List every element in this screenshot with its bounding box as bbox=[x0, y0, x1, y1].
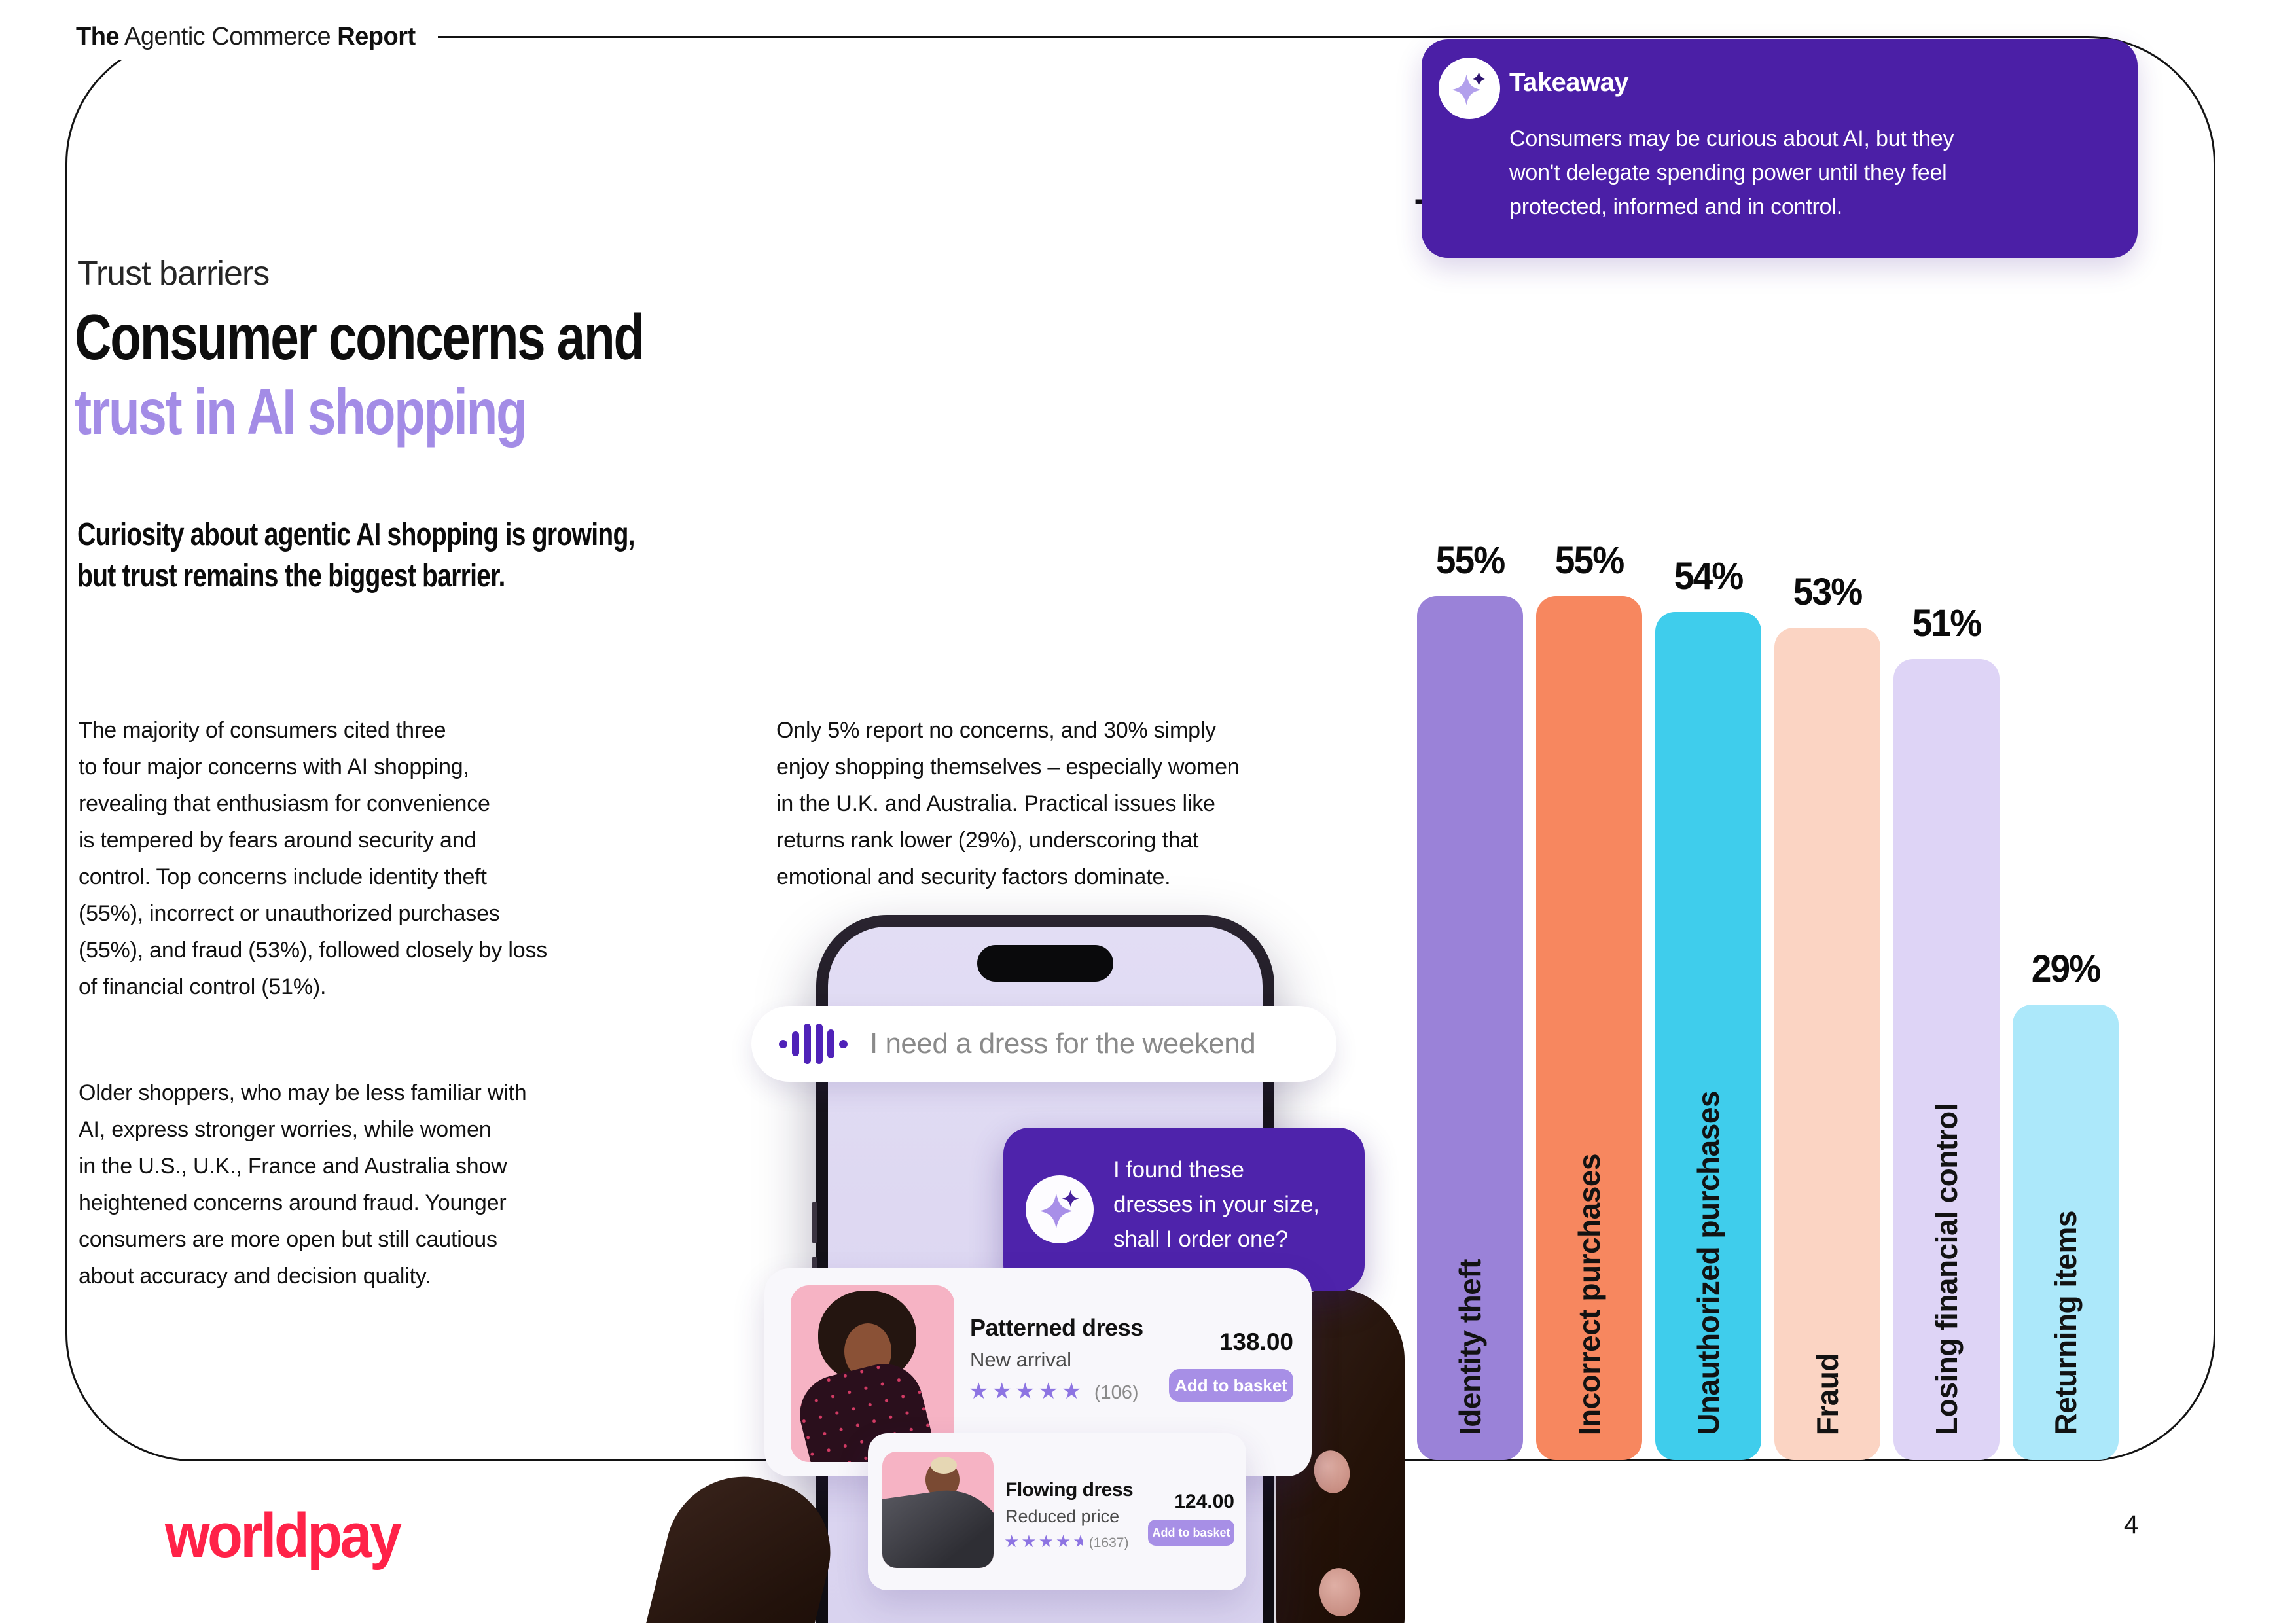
voice-query-text: I need a dress for the weekend bbox=[870, 1027, 1256, 1060]
body-paragraph: Older shoppers, who may be less familiar… bbox=[79, 1080, 527, 1289]
page-subtitle: Curiosity about agentic AI shopping is g… bbox=[77, 517, 635, 594]
star-icons: ★★★★★ bbox=[969, 1379, 1085, 1404]
half-star-icon: ★ bbox=[1073, 1531, 1082, 1552]
chart-bar-label: Identity theft bbox=[1453, 1259, 1487, 1435]
section-eyebrow: Trust barriers bbox=[77, 255, 270, 293]
takeaway-text: Consumers may be curious about AI, but t… bbox=[1509, 126, 1954, 219]
ai-reply-bubble: I found these dresses in your size, shal… bbox=[1003, 1128, 1365, 1291]
report-header-title: The Agentic Commerce Report bbox=[76, 20, 438, 60]
chart-bar-label: Incorrect purchases bbox=[1572, 1153, 1606, 1435]
chart-bar-value: 55% bbox=[1435, 539, 1505, 582]
report-title-the: The bbox=[76, 23, 120, 50]
body-paragraph: The majority of consumers cited three to… bbox=[79, 718, 548, 999]
chart-bar-value: 29% bbox=[2031, 948, 2101, 990]
waveform-icon bbox=[779, 1024, 848, 1064]
chart-bar-label: Unauthorized purchases bbox=[1691, 1091, 1725, 1435]
worldpay-logo: worldpay bbox=[165, 1501, 402, 1571]
product-rating: ★★★★★ (1637) bbox=[1004, 1531, 1128, 1552]
fingernail bbox=[1316, 1565, 1363, 1619]
chart-bar: Returning items bbox=[2013, 1005, 2119, 1460]
product-name: Flowing dress bbox=[1005, 1479, 1134, 1501]
phone-dynamic-island bbox=[977, 945, 1113, 982]
page-title-line1: Consumer concerns and bbox=[75, 301, 645, 373]
product-rating: ★★★★★ (106) bbox=[969, 1378, 1139, 1404]
review-count: (1637) bbox=[1088, 1535, 1129, 1550]
product-image bbox=[882, 1452, 994, 1568]
body-paragraph: Only 5% report no concerns, and 30% simp… bbox=[776, 718, 1240, 889]
fingernail bbox=[1310, 1447, 1354, 1497]
phone-volume-button bbox=[812, 1202, 817, 1243]
chart-bar-value: 53% bbox=[1793, 571, 1863, 613]
report-title-report: Report bbox=[337, 23, 416, 50]
chart-bar-label: Returning items bbox=[2049, 1211, 2083, 1435]
chart-bar: Incorrect purchases bbox=[1536, 596, 1642, 1460]
chart-bar-label: Losing financial control bbox=[1929, 1103, 1964, 1435]
body-column-2: Only 5% report no concerns, and 30% simp… bbox=[776, 675, 1365, 932]
takeaway-label: Takeaway bbox=[1509, 68, 1629, 97]
review-count: (106) bbox=[1094, 1382, 1139, 1403]
chart-bar-label: Fraud bbox=[1810, 1353, 1844, 1435]
add-to-basket-button[interactable]: Add to basket bbox=[1148, 1520, 1234, 1546]
product-image bbox=[791, 1285, 954, 1462]
chart-bar: Fraud bbox=[1774, 628, 1880, 1460]
chart-bar-value: 51% bbox=[1912, 602, 1982, 645]
product-price: 124.00 bbox=[1174, 1491, 1234, 1512]
product-card: Flowing dress Reduced price ★★★★★ (1637)… bbox=[868, 1433, 1246, 1590]
ai-reply-text: I found these dresses in your size, shal… bbox=[1113, 1157, 1319, 1252]
body-column-1: The majority of consumers cited three to… bbox=[79, 675, 707, 1331]
star-icons: ★★★★★ bbox=[1004, 1531, 1083, 1551]
takeaway-callout: Takeaway Consumers may be curious about … bbox=[1422, 39, 2138, 258]
chart-bar: Identity theft bbox=[1417, 596, 1523, 1460]
voice-query-bubble: I need a dress for the weekend bbox=[751, 1006, 1336, 1082]
page-number: 4 bbox=[2123, 1510, 2139, 1539]
page-title-line2: trust in AI shopping bbox=[75, 376, 528, 448]
chart-bar: Unauthorized purchases bbox=[1655, 612, 1761, 1460]
chart-bar-value: 54% bbox=[1674, 555, 1744, 597]
product-tag: New arrival bbox=[970, 1348, 1072, 1371]
chart-bar: Losing financial control bbox=[1893, 659, 2000, 1460]
chart-bar-value: 55% bbox=[1554, 539, 1624, 582]
page-title: Consumer concerns and trust in AI shoppi… bbox=[75, 300, 785, 449]
product-price: 138.00 bbox=[1219, 1329, 1293, 1355]
report-title-mid: Agentic Commerce bbox=[119, 23, 338, 50]
product-tag: Reduced price bbox=[1005, 1507, 1120, 1526]
product-name: Patterned dress bbox=[970, 1314, 1143, 1341]
sparkle-icon bbox=[1026, 1175, 1094, 1243]
add-to-basket-button[interactable]: Add to basket bbox=[1169, 1369, 1293, 1402]
sparkle-icon bbox=[1439, 58, 1500, 119]
